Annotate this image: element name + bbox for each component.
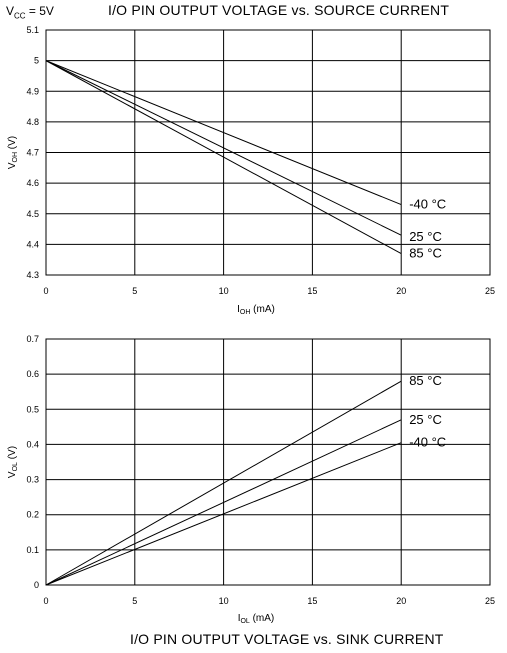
supply-voltage-label: VCC = 5V — [6, 4, 54, 20]
supply-symbol: V — [6, 4, 15, 18]
source-y-tick-label: 4.7 — [26, 148, 39, 158]
source-y-tick-label: 4.4 — [26, 239, 39, 249]
source-plot-frame — [45, 29, 491, 276]
source-x-tick-label: 10 — [219, 286, 229, 296]
sink-series-line — [45, 380, 402, 586]
source-x-tick-label: 20 — [396, 286, 406, 296]
source-y-tick-label: 4.8 — [26, 117, 39, 127]
source-x-axis-title: IOH (mA) — [237, 304, 275, 316]
source-y-axis-title: VOH (V) — [7, 136, 19, 169]
source-y-tick-label: 5.1 — [26, 25, 39, 35]
supply-subscript: CC — [14, 11, 26, 21]
source-x-tick-label: 0 — [43, 286, 48, 296]
source-x-tick-label: 5 — [132, 286, 137, 296]
source-y-tick-label: 4.3 — [26, 270, 39, 280]
sink-x-tick-label: 10 — [219, 596, 229, 606]
source-series-label: 85 °C — [409, 246, 442, 261]
sink-series-line — [45, 442, 402, 586]
sink-y-tick-label: 0.2 — [26, 510, 39, 520]
sink-y-tick-label: 0.3 — [26, 475, 39, 485]
sink-y-tick-label: 0.7 — [26, 334, 39, 344]
source-y-tick-label: 4.5 — [26, 209, 39, 219]
source-x-tick-label: 15 — [307, 286, 317, 296]
source-y-tick-label: 5 — [34, 56, 39, 66]
sink-y-tick-label: 0.4 — [26, 439, 39, 449]
sink-x-tick-label: 25 — [485, 596, 495, 606]
sink-y-axis-title: VOL (V) — [7, 446, 19, 478]
sink-x-tick-label: 15 — [307, 596, 317, 606]
source-series-label: 25 °C — [409, 229, 442, 244]
sink-x-tick-label: 0 — [43, 596, 48, 606]
sink-y-tick-label: 0 — [34, 580, 39, 590]
source-series-line — [45, 60, 402, 255]
sink-plot-frame — [45, 338, 491, 586]
sink-series-label: -40 °C — [409, 435, 446, 450]
source-y-tick-label: 4.9 — [26, 86, 39, 96]
sink-y-tick-label: 0.5 — [26, 404, 39, 414]
sink-x-tick-label: 20 — [396, 596, 406, 606]
source-x-tick-label: 25 — [485, 286, 495, 296]
sink-series-label: 25 °C — [409, 412, 442, 427]
source-y-tick-label: 4.6 — [26, 178, 39, 188]
sink-y-tick-label: 0.6 — [26, 369, 39, 379]
sink-series-line — [45, 419, 402, 586]
source-series-line — [45, 60, 402, 236]
sink-x-tick-label: 5 — [132, 596, 137, 606]
sink-y-tick-label: 0.1 — [26, 545, 39, 555]
supply-value: = 5V — [25, 4, 54, 18]
chart-title-top: I/O PIN OUTPUT VOLTAGE vs. SOURCE CURREN… — [108, 2, 450, 18]
source-series-line — [45, 60, 402, 206]
chart-title-bottom: I/O PIN OUTPUT VOLTAGE vs. SINK CURRENT — [130, 631, 444, 647]
sink-series-label: 85 °C — [409, 373, 442, 388]
source-series-label: -40 °C — [409, 197, 446, 212]
sink-x-axis-title: IOL (mA) — [238, 613, 275, 625]
